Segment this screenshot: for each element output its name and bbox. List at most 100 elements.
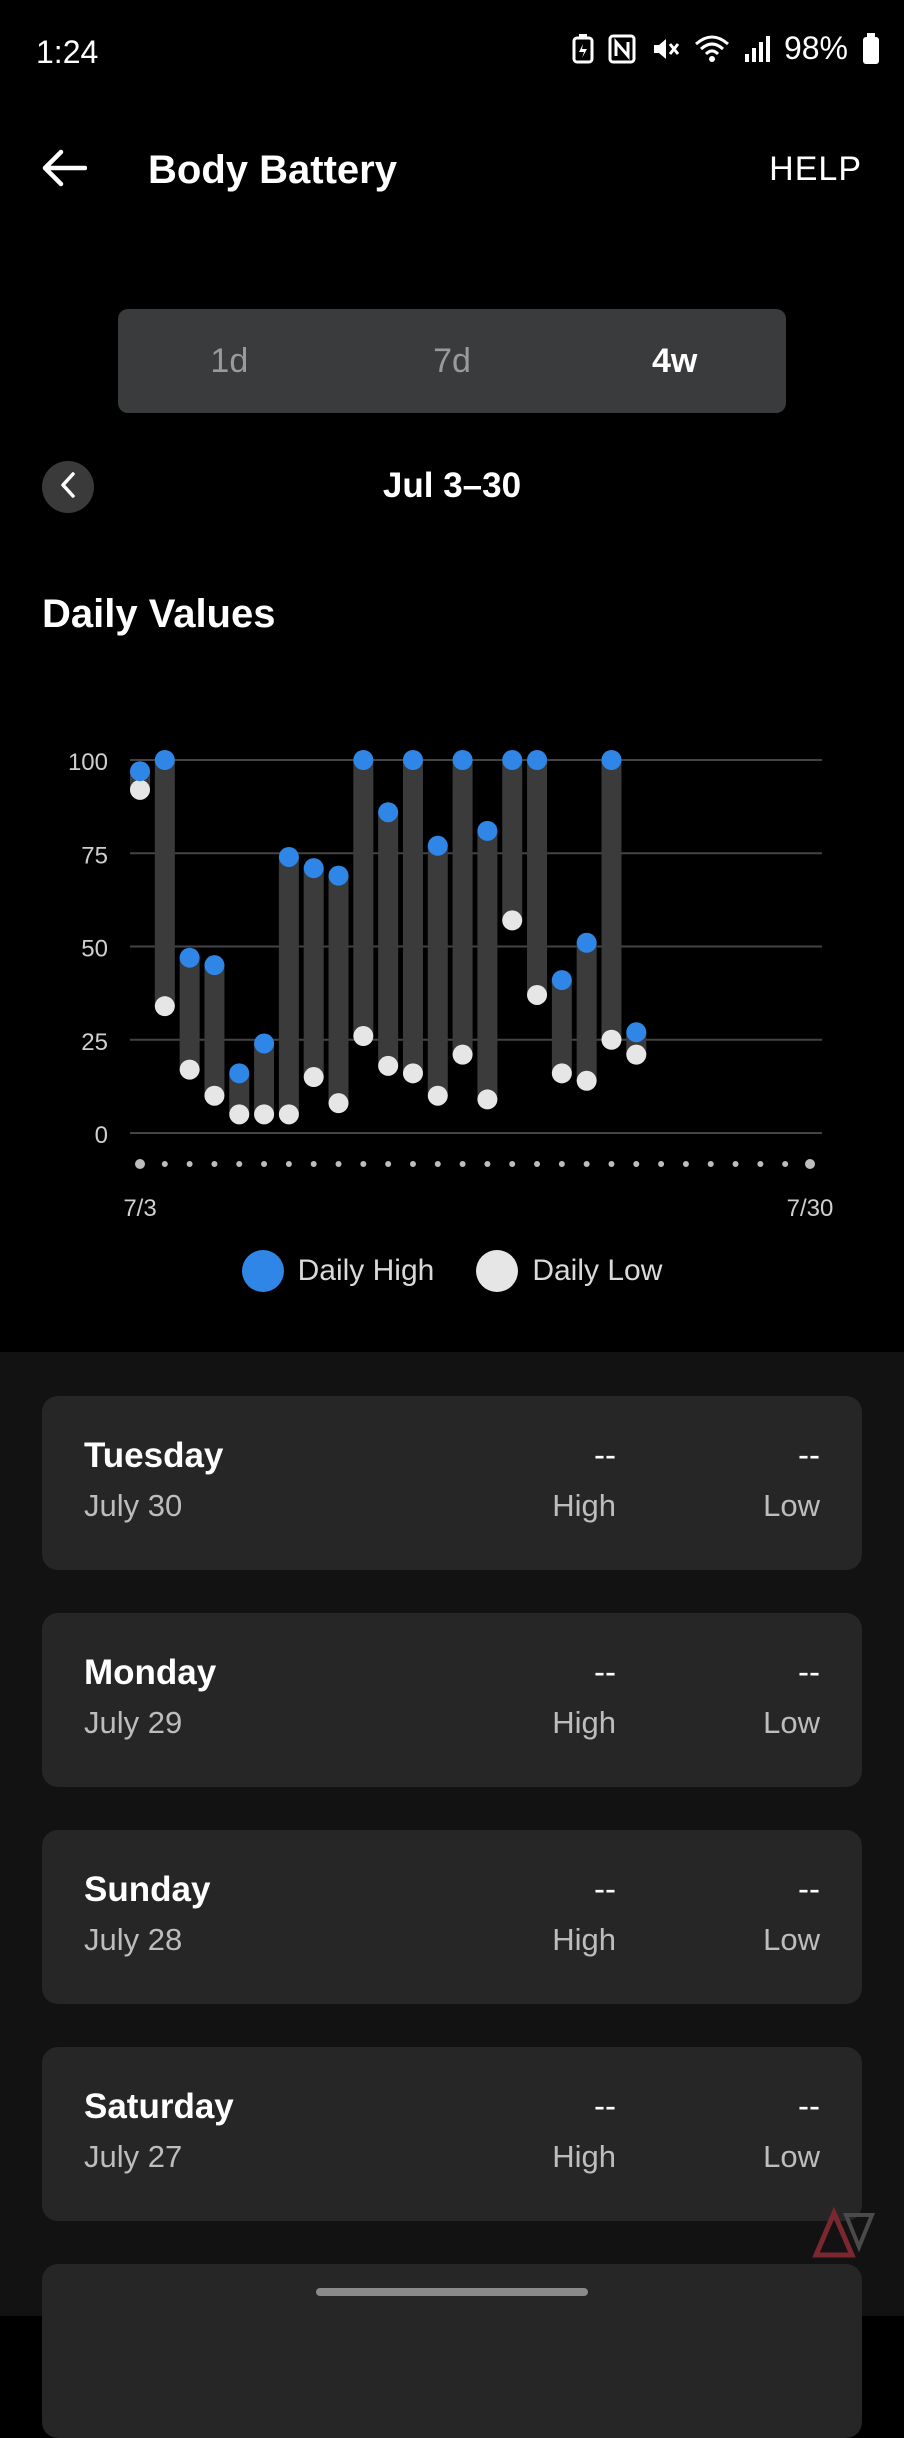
range-bar bbox=[601, 760, 622, 1040]
app-bar: Body Battery HELP bbox=[0, 130, 904, 214]
daily-high-point bbox=[154, 750, 175, 770]
legend-item-high: Daily High bbox=[241, 1250, 435, 1292]
x-axis-day-dot bbox=[211, 1161, 218, 1167]
mute-icon bbox=[650, 34, 680, 64]
low-value: -- bbox=[798, 2087, 820, 2124]
daily-high-point bbox=[527, 750, 548, 770]
daily-low-point bbox=[254, 1104, 275, 1125]
daily-high-point bbox=[551, 970, 572, 991]
daily-high-point bbox=[502, 750, 523, 770]
daily-low-point bbox=[378, 1055, 399, 1076]
x-axis-day-dot bbox=[633, 1161, 640, 1167]
chart-legend: Daily High Daily Low bbox=[0, 1250, 904, 1292]
x-axis-day-dot bbox=[335, 1161, 342, 1167]
range-bar bbox=[353, 760, 374, 1037]
y-tick-label: 75 bbox=[81, 842, 108, 869]
range-bar bbox=[576, 942, 597, 1081]
x-axis-day-dot bbox=[135, 1159, 145, 1169]
range-bar bbox=[204, 965, 225, 1096]
day-card[interactable]: Tuesday July 30 -- High -- Low bbox=[42, 1396, 862, 1570]
range-bar bbox=[303, 868, 324, 1078]
daily-low-point bbox=[179, 1059, 200, 1080]
high-label: High bbox=[552, 1922, 616, 1957]
tab-7d[interactable]: 7d bbox=[433, 341, 471, 380]
x-tick-label: 7/3 bbox=[123, 1195, 156, 1222]
signal-icon bbox=[744, 34, 770, 64]
range-tabs: 1d 7d 4w bbox=[118, 309, 786, 413]
range-bar bbox=[278, 856, 299, 1115]
x-tick-label: 7/30 bbox=[787, 1195, 834, 1222]
daily-low-point bbox=[402, 1063, 423, 1084]
daily-list: Tuesday July 30 -- High -- Low Monday Ju… bbox=[0, 1352, 904, 2438]
x-axis-day-dot bbox=[360, 1161, 367, 1167]
high-value: -- bbox=[594, 1653, 616, 1690]
daily-high-point bbox=[254, 1033, 275, 1054]
range-bar bbox=[551, 980, 572, 1074]
range-bar bbox=[452, 760, 473, 1055]
help-button[interactable]: HELP bbox=[769, 150, 862, 188]
legend-label-high: Daily High bbox=[297, 1254, 435, 1287]
day-card[interactable]: Monday July 29 -- High -- Low bbox=[42, 1613, 862, 1787]
section-title: Daily Values bbox=[42, 592, 276, 636]
daily-high-point bbox=[130, 761, 150, 782]
low-value: -- bbox=[798, 1870, 820, 1907]
daily-high-point bbox=[204, 955, 225, 976]
x-axis-day-dot bbox=[757, 1161, 764, 1167]
range-bar bbox=[527, 760, 548, 995]
x-axis-day-dot bbox=[459, 1161, 466, 1167]
x-axis-day-dot bbox=[583, 1161, 590, 1167]
x-axis-day-dot bbox=[805, 1159, 815, 1169]
status-bar: 1:24 98% bbox=[0, 0, 904, 104]
low-value: -- bbox=[798, 1653, 820, 1690]
y-tick-label: 50 bbox=[81, 936, 108, 963]
daily-high-point bbox=[452, 750, 473, 770]
back-button[interactable] bbox=[38, 144, 90, 196]
date-range-label: Jul 3–30 bbox=[382, 466, 522, 505]
y-tick-label: 100 bbox=[68, 749, 108, 776]
x-axis-day-dot bbox=[285, 1161, 292, 1167]
daily-low-point bbox=[130, 779, 150, 800]
x-axis-day-dot bbox=[310, 1161, 317, 1167]
status-time: 1:24 bbox=[36, 34, 99, 70]
low-label: Low bbox=[763, 2139, 820, 2174]
daily-high-point bbox=[402, 750, 423, 770]
day-card[interactable]: Sunday July 28 -- High -- Low bbox=[42, 1830, 862, 2004]
legend-item-low: Daily Low bbox=[476, 1250, 662, 1292]
daily-low-point bbox=[527, 984, 548, 1005]
daily-low-point bbox=[278, 1104, 299, 1125]
daily-low-point bbox=[601, 1029, 622, 1050]
x-axis-day-dot bbox=[558, 1161, 565, 1167]
previous-period-button[interactable] bbox=[42, 461, 94, 513]
range-bar bbox=[179, 957, 200, 1070]
range-bar bbox=[254, 1043, 275, 1115]
x-axis-day-dot bbox=[186, 1161, 193, 1167]
status-icons: 98% bbox=[572, 30, 880, 67]
daily-low-point bbox=[353, 1026, 374, 1047]
range-bar bbox=[502, 760, 523, 921]
home-indicator[interactable] bbox=[316, 2288, 588, 2296]
daily-high-point bbox=[303, 858, 324, 879]
x-axis-day-dot bbox=[732, 1161, 739, 1167]
legend-label-low: Daily Low bbox=[532, 1254, 663, 1287]
legend-dot-low bbox=[476, 1250, 519, 1292]
day-card[interactable]: Saturday July 27 -- High -- Low bbox=[42, 2047, 862, 2221]
daily-low-point bbox=[204, 1085, 225, 1106]
daily-low-point bbox=[551, 1063, 572, 1084]
x-axis-day-dot bbox=[236, 1161, 243, 1167]
day-date: July 30 bbox=[84, 1488, 183, 1523]
high-label: High bbox=[552, 1488, 616, 1523]
day-name: Sunday bbox=[84, 1870, 211, 1909]
daily-high-point bbox=[601, 750, 622, 770]
daily-high-point bbox=[353, 750, 374, 770]
low-label: Low bbox=[763, 1922, 820, 1957]
high-label: High bbox=[552, 1705, 616, 1740]
range-bar bbox=[328, 875, 349, 1104]
range-bar bbox=[427, 845, 448, 1096]
chevron-left-icon bbox=[57, 471, 79, 504]
x-axis-day-dot bbox=[534, 1161, 541, 1167]
tab-4w[interactable]: 4w bbox=[652, 341, 698, 380]
x-axis-day-dot bbox=[434, 1161, 441, 1167]
daily-high-point bbox=[378, 802, 399, 823]
x-axis-day-dot bbox=[707, 1161, 714, 1167]
tab-1d[interactable]: 1d bbox=[210, 341, 249, 380]
